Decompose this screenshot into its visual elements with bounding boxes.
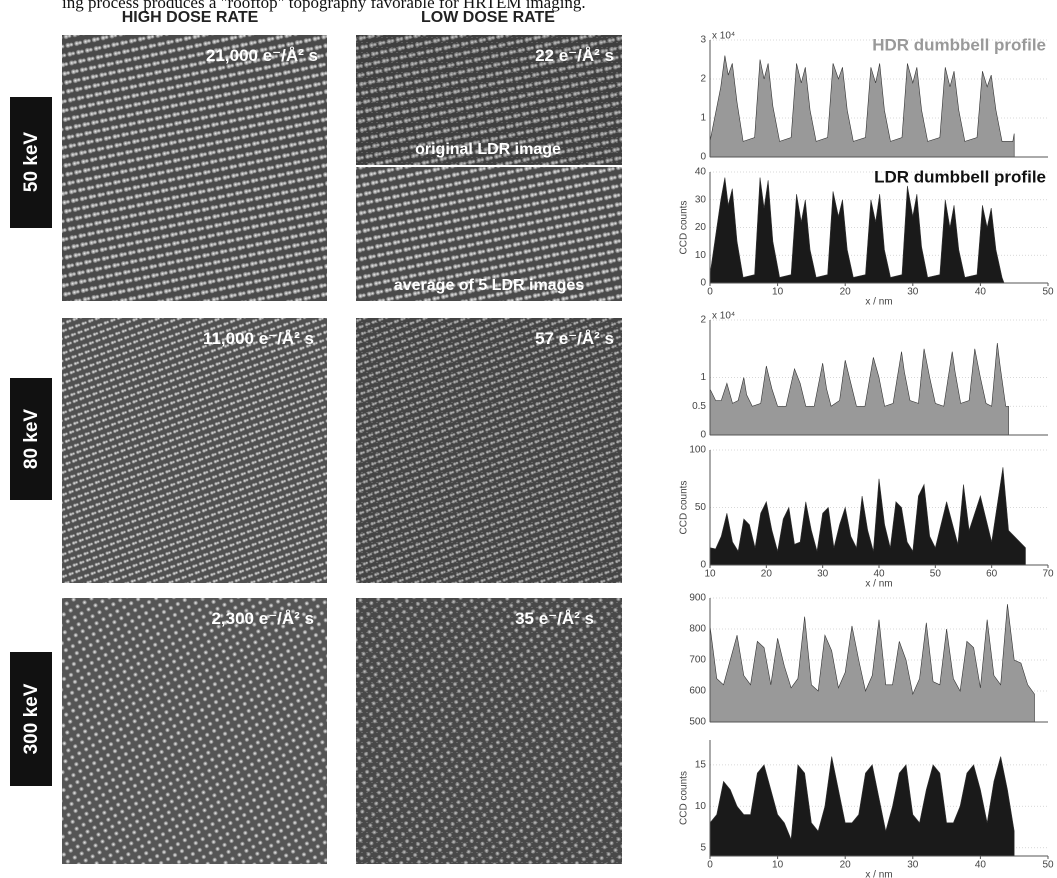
profile-area — [710, 467, 1025, 565]
y-axis-label: CCD counts — [679, 201, 690, 255]
x-tick-label: 0 — [707, 860, 713, 871]
y-tick-label: 1 — [700, 113, 706, 124]
chart-title: HDR dumbbell profile — [872, 35, 1046, 54]
y-tick-label: 10 — [695, 250, 707, 261]
x-tick-label: 30 — [817, 569, 829, 580]
y-tick-label: 0 — [700, 152, 706, 163]
x-tick-label: 10 — [772, 287, 784, 298]
hrtem-image — [62, 318, 327, 583]
axis-multiplier: x 10⁴ — [712, 311, 735, 322]
axis-multiplier: x 10⁴ — [712, 31, 735, 42]
y-tick-label: 500 — [689, 717, 706, 728]
profile-area — [710, 178, 1004, 283]
x-axis-label: x / nm — [865, 297, 892, 308]
y-tick-label: 800 — [689, 624, 706, 635]
y-tick-label: 1 — [700, 372, 706, 383]
x-tick-label: 40 — [975, 860, 987, 871]
y-axis-label: CCD counts — [679, 771, 690, 825]
dose-rate: 21,000 e⁻/Å² s — [206, 46, 318, 65]
y-tick-label: 900 — [689, 593, 706, 604]
x-tick-label: 0 — [707, 287, 713, 298]
y-tick-label: 2 — [700, 74, 706, 85]
x-tick-label: 30 — [907, 860, 919, 871]
y-tick-label: 5 — [700, 842, 706, 853]
column-header: LOW DOSE RATE — [421, 9, 555, 26]
y-axis-label: CCD counts — [679, 481, 690, 535]
x-tick-label: 70 — [1042, 569, 1054, 580]
x-tick-label: 50 — [1042, 287, 1054, 298]
x-tick-label: 40 — [975, 287, 987, 298]
x-tick-label: 10 — [704, 569, 716, 580]
x-tick-label: 20 — [840, 860, 852, 871]
x-tick-label: 60 — [986, 569, 998, 580]
y-tick-label: 0 — [700, 278, 706, 289]
dose-rate: 2,300 e⁻/Å² s — [211, 609, 314, 628]
y-tick-label: 0.5 — [692, 401, 706, 412]
chart-title: LDR dumbbell profile — [874, 167, 1046, 186]
image-noise — [356, 598, 622, 864]
y-tick-label: 700 — [689, 655, 706, 666]
x-axis-label: x / nm — [865, 870, 892, 878]
dose-rate: 57 e⁻/Å² s — [535, 329, 614, 348]
y-tick-label: 600 — [689, 686, 706, 697]
hrtem-image — [62, 35, 327, 301]
row-label: 300 keV — [21, 683, 42, 754]
x-tick-label: 50 — [1042, 860, 1054, 871]
column-header: HIGH DOSE RATE — [122, 9, 259, 26]
x-axis-label: x / nm — [865, 579, 892, 590]
y-tick-label: 20 — [695, 222, 707, 233]
y-tick-label: 0 — [700, 430, 706, 441]
profile-area — [710, 757, 1014, 856]
image-caption: average of 5 LDR images — [394, 277, 584, 294]
dose-rate: 22 e⁻/Å² s — [535, 46, 614, 65]
y-tick-label: 3 — [700, 35, 706, 46]
dose-rate: 35 e⁻/Å² s — [515, 609, 594, 628]
x-tick-label: 30 — [907, 287, 919, 298]
y-tick-label: 30 — [695, 194, 707, 205]
row-label: 50 keV — [21, 132, 42, 193]
x-tick-label: 10 — [772, 860, 784, 871]
figure: ing process produces a "rooftop" topogra… — [0, 0, 1057, 878]
image-caption: original LDR image — [415, 141, 561, 158]
image-noise — [356, 318, 622, 583]
x-tick-label: 50 — [930, 569, 942, 580]
profile-area — [710, 604, 1034, 722]
y-tick-label: 15 — [695, 759, 707, 770]
profile-area — [710, 343, 1009, 435]
y-tick-label: 40 — [695, 167, 707, 178]
x-tick-label: 20 — [840, 287, 852, 298]
dose-rate: 11,000 e⁻/Å² s — [203, 329, 314, 348]
y-tick-label: 2 — [700, 315, 706, 326]
y-tick-label: 10 — [695, 801, 707, 812]
profile-area — [710, 56, 1014, 157]
y-tick-label: 100 — [689, 445, 706, 456]
hrtem-image — [62, 598, 327, 864]
x-tick-label: 20 — [761, 569, 773, 580]
row-label: 80 keV — [21, 409, 42, 470]
y-tick-label: 50 — [695, 502, 707, 513]
